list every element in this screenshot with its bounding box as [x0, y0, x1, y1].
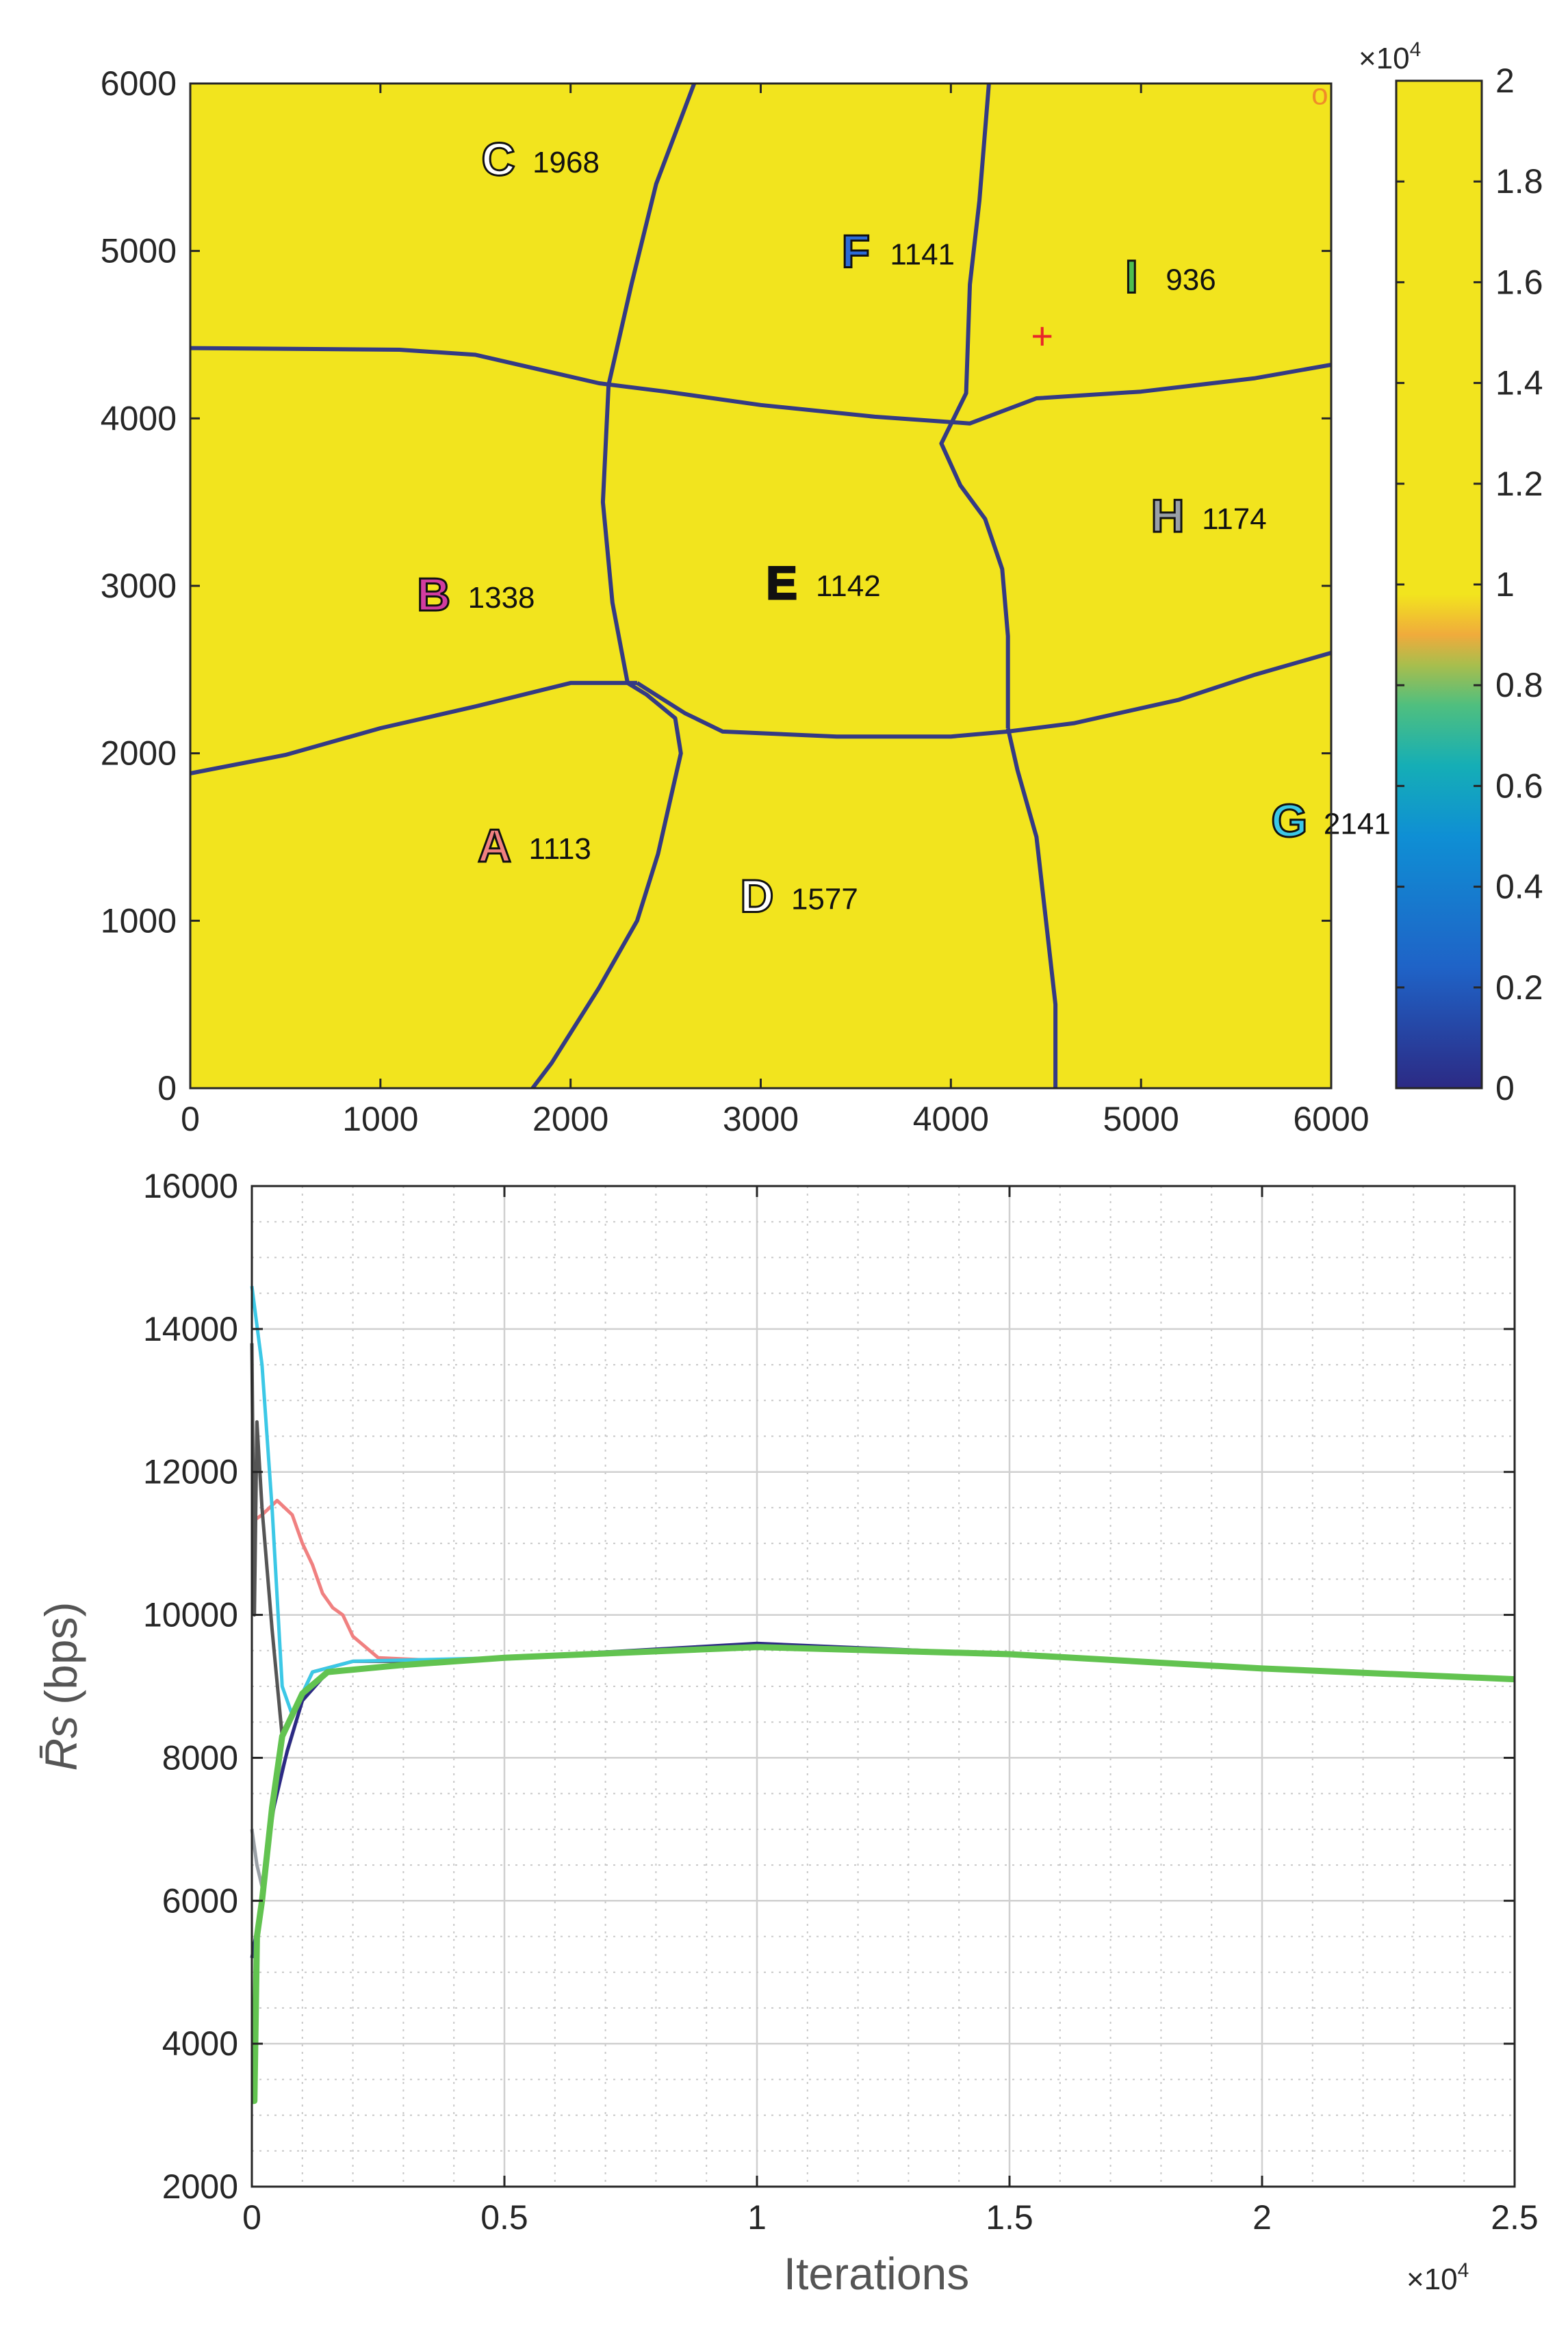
- region-letter: B: [417, 569, 450, 621]
- convergence-series: [250, 1285, 1515, 2105]
- colorbar-tick-label: 0.6: [1495, 767, 1543, 805]
- colorbar-gradient: [1395, 79, 1483, 1090]
- convergence-chart-frame: [250, 1185, 1516, 2188]
- y-tick-label: 16000: [143, 1167, 238, 1205]
- y-axis-label: R̄s(bps): [36, 1601, 86, 1771]
- y-tick-label: 6000: [101, 64, 177, 103]
- region-letter: C: [482, 133, 515, 185]
- x-tick-label: 2000: [532, 1100, 608, 1138]
- region-c: C 1968: [480, 133, 600, 187]
- y-tick-label: 10000: [143, 1596, 238, 1634]
- region-boundary-line: [1005, 728, 1058, 1088]
- region-boundary-line: [600, 82, 697, 684]
- colorbar-tick-label: 0.2: [1495, 968, 1543, 1007]
- region-map-background: [190, 83, 1331, 1088]
- x-tick-label: 5000: [1103, 1100, 1179, 1138]
- colorbar-tick-label: 1.2: [1495, 465, 1543, 503]
- colorbar-tick-label: 1.6: [1495, 263, 1543, 301]
- colorbar-tick-label: 1.4: [1495, 364, 1543, 402]
- region-b: B 1338: [416, 568, 535, 622]
- region-value: 1577: [791, 883, 858, 916]
- region-value: 1141: [890, 238, 955, 272]
- y-tick-label: 12000: [143, 1453, 238, 1491]
- region-letter: D: [740, 871, 773, 923]
- x-tick-label: 1000: [342, 1100, 418, 1138]
- region-value: 1338: [468, 581, 535, 615]
- region-value: 1968: [532, 146, 600, 179]
- region-value: 1142: [816, 569, 881, 603]
- region-g: G 2141: [1270, 794, 1391, 848]
- x-tick-label: 6000: [1293, 1100, 1369, 1138]
- convergence-series-line: [251, 1644, 1515, 2105]
- region-map-panel: A 1113 B 1338 C 1968 D 1577 E 1142 F 1141 G 2141 H 1174…: [101, 64, 1391, 1138]
- region-labels: A 1113 B 1338 C 1968 D 1577 E 1142 F 1141 G 2141 H 1174…: [416, 133, 1391, 924]
- region-i: I 936: [1124, 250, 1216, 304]
- x-tick-label: 2: [1252, 2198, 1272, 2237]
- colorbar-tick-label: 1.8: [1495, 162, 1543, 201]
- region-value: 1113: [529, 832, 591, 866]
- region-boundary-line: [190, 680, 637, 775]
- region-boundary-line: [530, 681, 683, 1090]
- region-boundaries: [190, 82, 1332, 1090]
- colorbar-tick-label: 1: [1495, 565, 1515, 604]
- colorbar-tick-label: 0: [1495, 1069, 1515, 1107]
- region-letter: A: [478, 820, 511, 872]
- colorbar-tick-label: 2: [1495, 62, 1515, 100]
- y-tick-label: 2000: [162, 2167, 238, 2206]
- y-tick-label: 4000: [101, 399, 177, 437]
- region-letter: H: [1151, 490, 1185, 542]
- colorbar: 0 0.2 0.4 0.6 0.8 1 1.2 1.4 1.6 1.8 2 ×104: [1359, 38, 1543, 1107]
- region-d: D 1577: [739, 869, 858, 923]
- region-boundary-line: [939, 83, 1010, 728]
- region-letter: G: [1271, 795, 1307, 847]
- x-tick-label: 1: [747, 2198, 767, 2237]
- convergence-chart-background: [252, 1186, 1515, 2187]
- colorbar-tick-label: 0.4: [1495, 868, 1543, 906]
- region-value: 1174: [1202, 502, 1267, 536]
- region-letter: F: [842, 226, 871, 278]
- region-letter: I: [1125, 250, 1138, 303]
- convergence-chart-panel: 0 0.5 1 1.5 2 2.5 2000 4000 6000 8000 10000 12000 1…: [36, 1167, 1539, 2299]
- x-tick-label: 0: [181, 1100, 200, 1138]
- x-tick-label: 0: [242, 2198, 261, 2237]
- y-tick-label: 4000: [162, 2024, 238, 2063]
- y-tick-label: 5000: [101, 232, 177, 270]
- colorbar-ticks: 0 0.2 0.4 0.6 0.8 1 1.2 1.4 1.6 1.8 2: [1396, 62, 1543, 1107]
- x-tick-label: 0.5: [480, 2198, 528, 2237]
- region-value: 2141: [1324, 808, 1391, 841]
- x-axis-multiplier: ×104: [1406, 2259, 1469, 2296]
- region-h: H 1174: [1150, 489, 1267, 543]
- x-tick-label: 4000: [913, 1100, 989, 1138]
- y-tick-label: 6000: [162, 1881, 238, 1920]
- y-tick-label: 2000: [101, 734, 177, 773]
- convergence-y-ticks: 2000 4000 6000 8000 10000 12000 14000 16000: [143, 1167, 1515, 2206]
- region-e: E 1142: [765, 556, 881, 610]
- y-tick-label: 14000: [143, 1310, 238, 1348]
- y-tick-label: 0: [157, 1069, 177, 1107]
- region-a: A 1113: [476, 819, 591, 873]
- region-value: 936: [1166, 263, 1216, 296]
- x-axis-label: Iterations: [784, 2248, 969, 2299]
- region-map-y-ticks: 0 1000 2000 3000 4000 5000 6000: [101, 64, 1331, 1107]
- region-map-x-ticks: 0 1000 2000 3000 4000 5000 6000: [181, 83, 1370, 1138]
- region-boundary-line: [190, 346, 1332, 426]
- plus-marker: +: [1031, 314, 1053, 357]
- colorbar-tick-label: 0.8: [1495, 666, 1543, 704]
- region-f: F 1141: [840, 224, 955, 279]
- y-tick-label: 1000: [101, 901, 177, 940]
- region-letter: E: [766, 557, 797, 609]
- x-tick-label: 1.5: [986, 2198, 1033, 2237]
- region-boundary-line: [636, 651, 1332, 739]
- x-tick-label: 3000: [723, 1100, 799, 1138]
- convergence-x-ticks: 0 0.5 1 1.5 2 2.5: [242, 1186, 1539, 2237]
- x-tick-label: 2.5: [1491, 2198, 1539, 2237]
- colorbar-multiplier: ×104: [1359, 38, 1421, 75]
- y-tick-label: 8000: [162, 1738, 238, 1777]
- y-tick-label: 3000: [101, 567, 177, 605]
